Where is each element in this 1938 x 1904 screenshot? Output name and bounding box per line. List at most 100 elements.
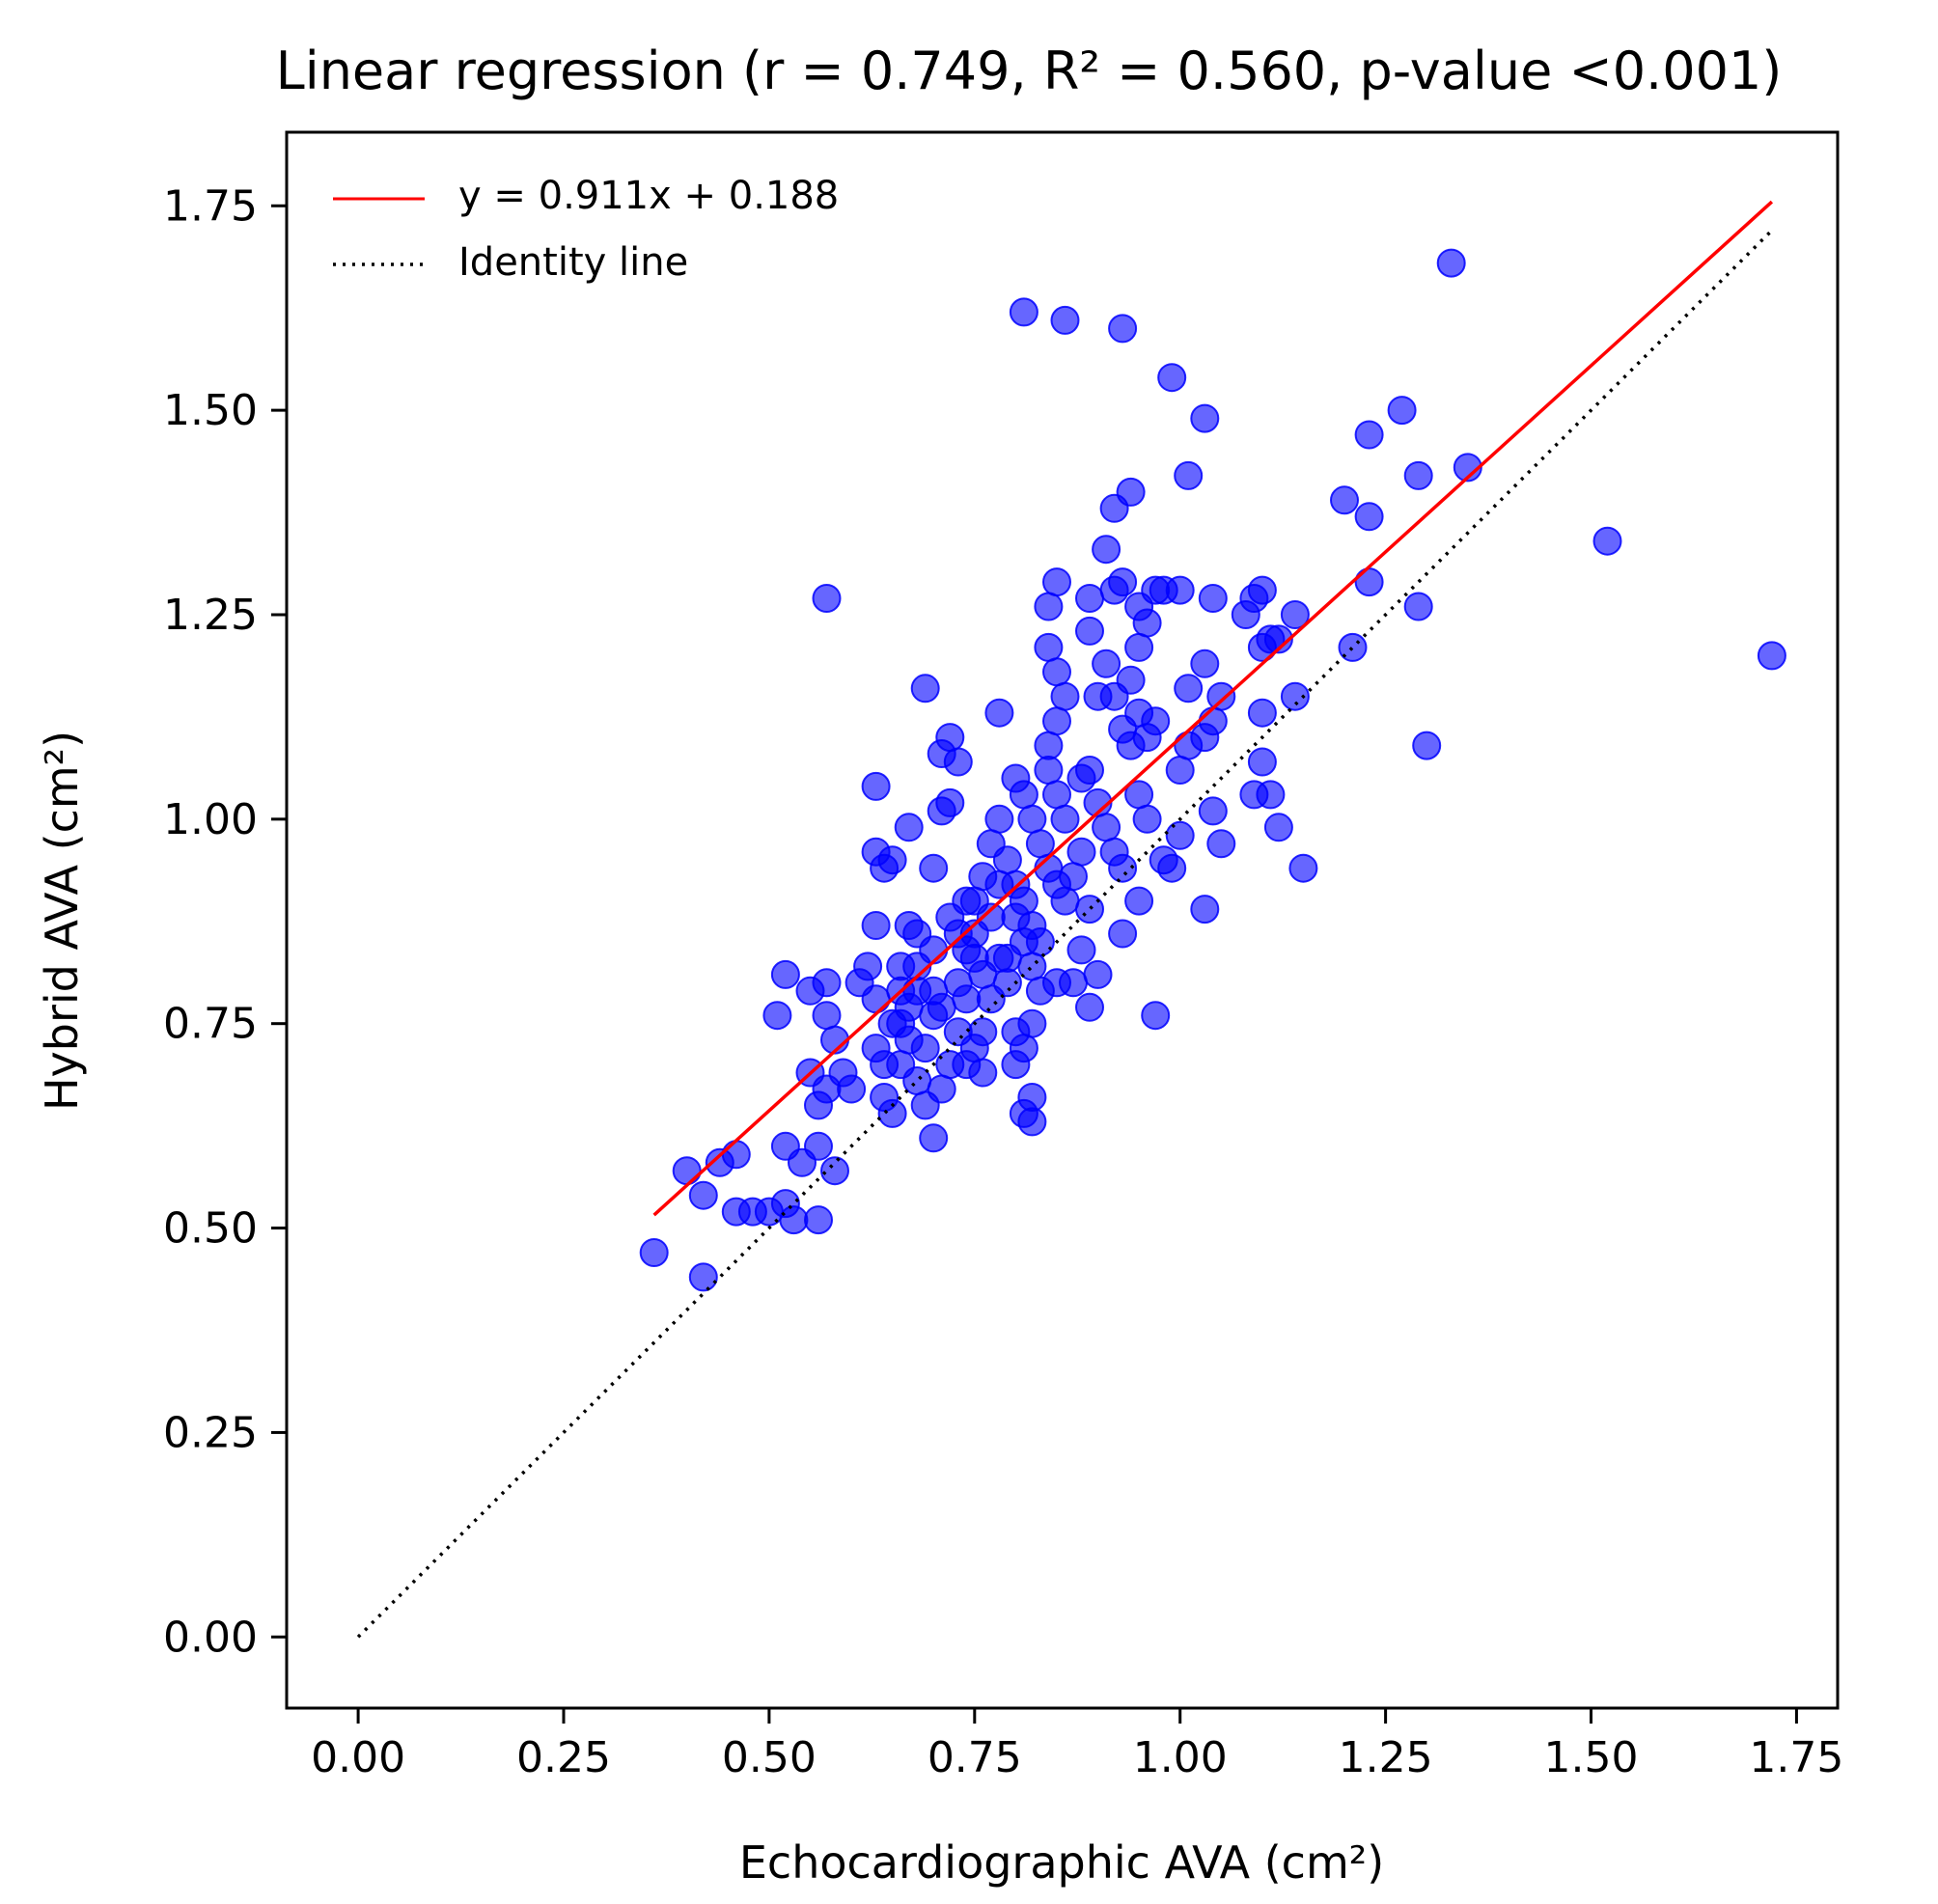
data-point xyxy=(927,992,956,1022)
data-point xyxy=(1354,502,1384,532)
data-point xyxy=(1354,567,1384,597)
plot-area xyxy=(356,200,1786,1639)
data-point xyxy=(812,584,842,613)
data-point xyxy=(943,747,973,777)
data-point xyxy=(927,1074,956,1104)
data-point xyxy=(1116,665,1146,695)
x-tick-label: 0.75 xyxy=(927,1733,1022,1782)
data-point xyxy=(820,1156,849,1186)
data-point xyxy=(1165,575,1195,605)
data-point xyxy=(1247,747,1277,777)
data-point xyxy=(952,886,982,916)
data-point xyxy=(1108,919,1138,949)
data-point xyxy=(919,935,949,965)
data-point xyxy=(837,1074,867,1104)
identity-line xyxy=(356,229,1774,1639)
data-point xyxy=(1034,756,1064,785)
data-point xyxy=(812,968,842,998)
data-point xyxy=(1108,853,1138,883)
data-point xyxy=(1092,648,1121,678)
data-point xyxy=(877,1098,907,1128)
data-point xyxy=(919,853,949,883)
y-tick-label: 1.75 xyxy=(163,181,258,231)
data-point xyxy=(1190,403,1220,433)
x-tick-label: 1.00 xyxy=(1133,1733,1228,1782)
y-tick-label: 1.25 xyxy=(163,591,258,640)
data-point xyxy=(1116,477,1146,507)
data-point xyxy=(639,1238,669,1267)
data-point xyxy=(968,1017,998,1047)
data-point xyxy=(1017,1107,1047,1137)
data-point xyxy=(1108,314,1138,344)
data-point xyxy=(952,1050,982,1080)
data-point xyxy=(877,1008,907,1038)
data-point xyxy=(1165,756,1195,785)
data-point xyxy=(721,1140,751,1170)
data-point xyxy=(1198,706,1228,736)
y-axis: 0.00 0.25 0.50 0.75 1.00 1.25 1.50 1.75 xyxy=(163,181,287,1662)
data-point xyxy=(1001,1050,1031,1080)
data-point xyxy=(976,902,1006,932)
data-point xyxy=(1124,592,1154,621)
data-point xyxy=(804,1205,833,1235)
data-point xyxy=(1075,992,1104,1022)
data-point xyxy=(1198,584,1228,613)
data-point xyxy=(1034,731,1064,760)
data-point xyxy=(984,698,1014,728)
data-point xyxy=(853,952,883,981)
data-point xyxy=(1256,780,1286,810)
data-point xyxy=(1263,813,1293,842)
y-axis-label: Hybrid AVA (cm²) xyxy=(36,731,88,1111)
data-point xyxy=(1025,829,1055,859)
data-point xyxy=(1338,632,1368,662)
data-point xyxy=(1066,837,1096,867)
data-point xyxy=(1157,363,1187,393)
data-point xyxy=(1034,592,1064,621)
data-point xyxy=(992,845,1022,875)
data-point xyxy=(902,976,932,1006)
x-axis-label: Echocardiographic AVA (cm²) xyxy=(739,1836,1384,1889)
data-point xyxy=(1034,632,1064,662)
chart-title: Linear regression (r = 0.749, R² = 0.560… xyxy=(276,41,1783,101)
data-point xyxy=(1453,453,1482,483)
y-tick-label: 0.75 xyxy=(163,1000,258,1049)
x-axis: 0.00 0.25 0.50 0.75 1.00 1.25 1.50 1.75 xyxy=(311,1708,1843,1782)
legend: y = 0.911x + 0.188 Identity line xyxy=(333,174,839,285)
data-point xyxy=(935,723,965,753)
data-point xyxy=(1412,731,1442,760)
data-point xyxy=(1075,616,1104,646)
y-tick-label: 0.25 xyxy=(163,1408,258,1457)
data-point xyxy=(1108,567,1138,597)
data-point xyxy=(1124,632,1154,662)
data-point xyxy=(861,911,891,940)
data-point xyxy=(1206,829,1236,859)
data-point xyxy=(1288,853,1318,883)
data-point xyxy=(1403,460,1433,490)
data-point xyxy=(1042,968,1071,998)
data-point xyxy=(1025,927,1055,956)
y-tick-label: 0.50 xyxy=(163,1204,258,1254)
x-tick-label: 0.50 xyxy=(722,1733,817,1782)
data-point xyxy=(1042,706,1071,736)
data-point xyxy=(1157,853,1187,883)
data-point xyxy=(1017,1008,1047,1038)
data-point xyxy=(1075,895,1104,924)
data-point xyxy=(976,984,1006,1014)
data-point xyxy=(1050,886,1080,916)
data-point xyxy=(1059,862,1088,892)
data-point xyxy=(812,1001,842,1031)
data-point xyxy=(861,771,891,801)
data-point xyxy=(779,1205,809,1235)
data-point xyxy=(1280,600,1310,629)
data-point xyxy=(935,787,965,817)
data-point xyxy=(1757,641,1786,671)
data-point xyxy=(1592,526,1622,556)
data-point xyxy=(1190,648,1220,678)
data-point xyxy=(1050,681,1080,711)
data-point xyxy=(1083,959,1113,989)
data-point xyxy=(1092,813,1121,842)
data-point xyxy=(1247,698,1277,728)
data-point xyxy=(1436,248,1466,278)
data-point xyxy=(1042,567,1071,597)
data-point xyxy=(1190,895,1220,924)
